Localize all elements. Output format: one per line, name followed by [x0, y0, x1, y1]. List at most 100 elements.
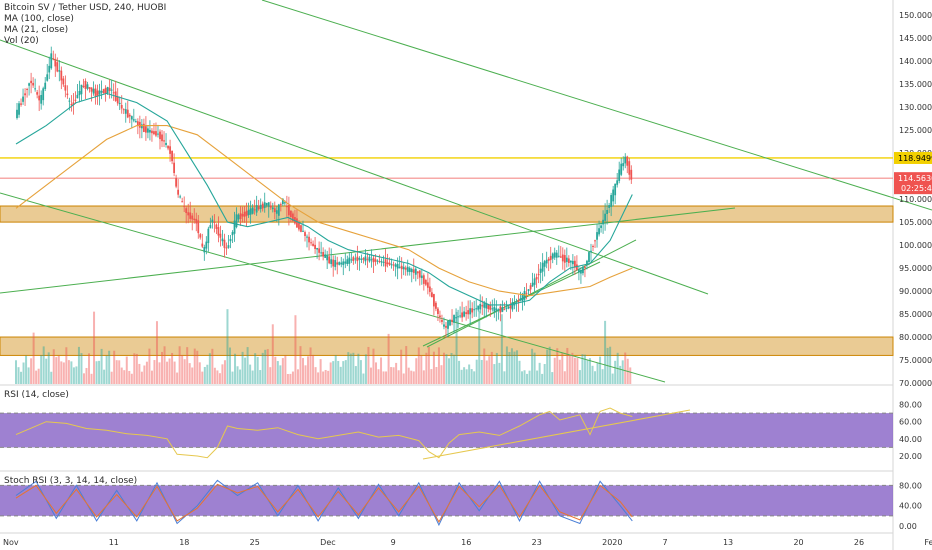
volume-bar: [508, 351, 511, 384]
candle-body: [74, 99, 77, 101]
candle-body: [582, 266, 584, 274]
candle-body: [370, 259, 373, 261]
candle-body: [449, 320, 451, 326]
chart-legend: Bitcoin SV / Tether USD, 240, HUOBI MA (…: [4, 3, 166, 47]
price-tick-label: 90.0000: [899, 287, 932, 296]
candle-body: [138, 121, 141, 128]
volume-bar: [556, 348, 559, 384]
candle-body: [539, 268, 542, 273]
study-ma100-label[interactable]: MA (100, close): [4, 14, 74, 24]
candle-body: [191, 215, 194, 220]
candle-body: [279, 204, 282, 206]
volume-bar: [181, 355, 184, 384]
stoch-pane-label[interactable]: Stoch RSI (3, 3, 14, 14, close): [4, 476, 138, 486]
ma21-line: [15, 92, 633, 306]
candle-body: [366, 258, 369, 260]
price-tick-label: 80.0000: [899, 333, 932, 342]
volume-bar: [166, 361, 169, 384]
trendline-2: [0, 192, 666, 383]
candle-body: [400, 265, 403, 270]
candle-body: [26, 88, 28, 90]
candle-body: [100, 91, 103, 93]
volume-bar: [301, 358, 304, 384]
candle-body: [543, 261, 546, 267]
volume-bar: [498, 362, 501, 384]
price-tick-label: 110.0000: [899, 195, 932, 204]
volume-bar: [586, 359, 589, 384]
resistance-badge: [894, 151, 932, 164]
candle-body: [461, 312, 464, 318]
volume-bar: [176, 372, 179, 384]
candle-body: [495, 308, 498, 311]
symbol-title[interactable]: Bitcoin SV / Tether USD, 240, HUOBI: [4, 3, 167, 13]
volume-bar: [135, 353, 138, 384]
volume-bar: [123, 370, 126, 384]
volume-bar: [583, 354, 586, 384]
candle-body: [537, 273, 540, 276]
volume-bar: [475, 359, 478, 384]
volume-bar: [352, 352, 355, 384]
volume-bar: [405, 346, 408, 384]
volume-bar: [128, 370, 131, 384]
candle-body: [136, 121, 139, 126]
candle-body: [513, 303, 516, 306]
volume-bar: [493, 364, 496, 384]
candle-body: [153, 131, 155, 135]
volume-bar: [309, 347, 312, 384]
candle-body: [557, 255, 560, 257]
candle-body: [553, 252, 556, 258]
candle-body: [207, 228, 210, 244]
volume-bar: [349, 353, 352, 384]
candle-body: [290, 210, 292, 218]
candle-body: [471, 308, 474, 313]
volume-bar: [239, 369, 242, 384]
candle-body: [455, 317, 457, 319]
candle-body: [263, 202, 266, 208]
volume-bar: [329, 362, 332, 384]
candle-body: [608, 205, 611, 208]
rsi-pane-label[interactable]: RSI (14, close): [4, 390, 69, 400]
last-price-badge: [894, 172, 932, 195]
volume-bar: [480, 359, 483, 384]
volume-bar: [47, 352, 50, 384]
candle-body: [247, 209, 250, 216]
volume-bar: [264, 349, 267, 384]
candle-body: [32, 82, 35, 86]
candle-body: [606, 209, 609, 215]
candle-body: [281, 198, 284, 205]
volume-bar: [458, 360, 461, 384]
candle-body: [245, 210, 248, 216]
candle-body: [521, 293, 524, 302]
candle-body: [453, 315, 455, 323]
volume-bar: [103, 369, 106, 384]
candle-body: [296, 218, 298, 228]
volume-bar: [289, 373, 292, 384]
volume-bar: [500, 314, 503, 384]
candle-body: [451, 319, 453, 322]
study-volume-label[interactable]: Vol (20): [4, 36, 39, 46]
candle-body: [594, 240, 596, 242]
candle-body: [126, 109, 129, 118]
candle-body: [159, 131, 161, 140]
price-tick-label: 105.0000: [899, 218, 932, 227]
volume-bar: [234, 353, 237, 384]
candle-body: [352, 257, 355, 261]
candle-body: [233, 220, 236, 234]
candle-body: [239, 213, 242, 220]
volume-bar: [77, 346, 80, 384]
candle-body: [66, 93, 69, 96]
volume-bar: [513, 351, 516, 384]
volume-bar: [130, 373, 133, 384]
study-ma21-label[interactable]: MA (21, close): [4, 25, 69, 35]
rsi-tick-label: 60.00: [899, 418, 922, 427]
candle-body: [292, 213, 294, 222]
volume-bar: [347, 352, 350, 384]
candle-body: [76, 94, 79, 99]
volume-bar: [115, 360, 118, 384]
volume-bar: [193, 348, 196, 384]
candle-body: [527, 289, 530, 292]
candle-body: [283, 202, 286, 204]
candle-body: [241, 213, 244, 217]
